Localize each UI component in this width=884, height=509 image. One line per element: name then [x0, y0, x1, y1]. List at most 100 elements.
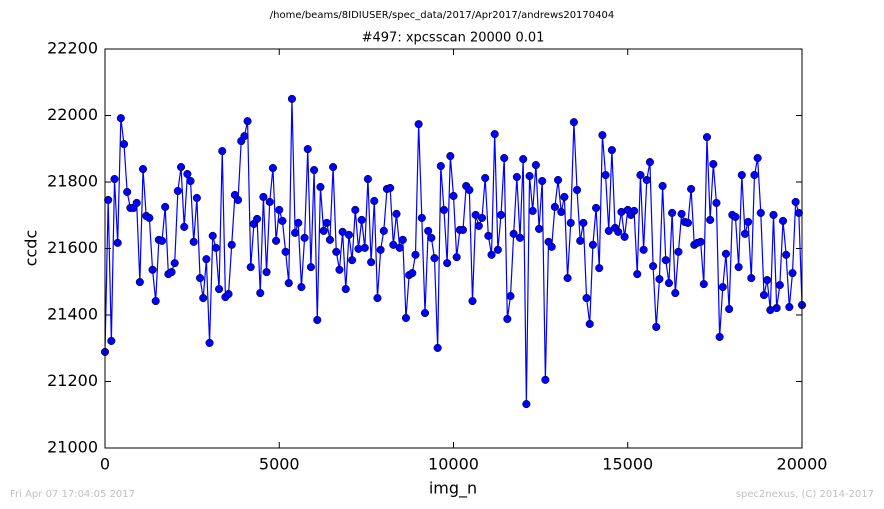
data-point [110, 174, 119, 184]
data-point [192, 193, 201, 203]
data-point [287, 94, 296, 103]
data-point [709, 159, 718, 169]
data-point [458, 225, 468, 234]
data-point [116, 114, 125, 123]
data-point [465, 185, 474, 195]
data-point [579, 218, 588, 227]
y-tick-label: 21000 [47, 438, 98, 457]
data-point [145, 213, 154, 222]
data-point [234, 195, 243, 205]
data-point [306, 263, 315, 272]
data-point [639, 245, 648, 254]
data-point [785, 302, 794, 312]
data-point [547, 242, 556, 251]
data-point [750, 170, 759, 180]
data-point [398, 235, 407, 244]
data-point [778, 216, 788, 225]
data-point [512, 172, 521, 182]
data-point [474, 221, 483, 230]
data-point [443, 259, 452, 268]
y-tick-label: 21400 [47, 305, 98, 324]
data-point [176, 162, 186, 172]
data-point [661, 256, 670, 265]
data-point [481, 173, 490, 183]
y-tick-label: 22000 [47, 105, 98, 124]
data-point [620, 232, 629, 241]
data-point [240, 132, 249, 141]
data-point [208, 231, 217, 240]
data-point [379, 226, 388, 235]
data-point [633, 270, 642, 279]
data-point [706, 215, 715, 224]
data-point [316, 182, 325, 192]
y-tick-label: 22200 [47, 39, 98, 58]
data-point [161, 202, 170, 211]
data-point [370, 196, 379, 206]
data-point [157, 236, 167, 245]
data-point [151, 296, 160, 306]
data-point [376, 245, 385, 254]
data-point [528, 206, 537, 215]
data-point [490, 130, 499, 139]
data-point [677, 209, 686, 218]
data-point [186, 176, 195, 186]
data-point [329, 162, 338, 172]
data-point [199, 293, 208, 303]
data-point [734, 263, 743, 272]
data-point [259, 192, 268, 202]
data-point [275, 205, 284, 214]
data-point [113, 238, 122, 247]
data-point [215, 285, 224, 294]
data-point [636, 170, 645, 180]
data-point [747, 274, 756, 283]
chart-subtitle: #497: xpcsscan 20000 0.01 [362, 31, 545, 46]
y-tick-label: 21800 [47, 172, 98, 191]
data-point [202, 255, 211, 264]
data-point [731, 212, 740, 221]
data-point [272, 236, 281, 245]
data-point [509, 229, 518, 238]
data-point [436, 161, 445, 171]
y-tick-label: 21200 [47, 371, 98, 390]
chart-title: /home/beams/8IDIUSER/spec_data/2017/Apr2… [270, 10, 614, 21]
data-point [310, 165, 319, 175]
data-point [687, 184, 696, 194]
data-point [531, 160, 540, 170]
data-point [572, 185, 582, 195]
data-point [712, 198, 721, 207]
data-point [674, 247, 683, 256]
data-point [484, 231, 493, 240]
data-point [759, 291, 769, 300]
data-point [281, 247, 290, 256]
data-point [420, 308, 430, 318]
data-point [205, 338, 214, 347]
data-point [357, 215, 366, 224]
data-point [725, 304, 734, 314]
data-point [332, 247, 341, 256]
data-point [696, 237, 705, 246]
data-point [135, 278, 144, 287]
data-point [341, 285, 350, 294]
data-point [408, 269, 417, 278]
data-point [294, 218, 303, 227]
data-point [582, 293, 591, 303]
data-point [173, 186, 182, 196]
data-point [607, 146, 616, 155]
data-point [430, 254, 439, 263]
plot-frame [104, 48, 803, 449]
data-point [439, 205, 449, 214]
data-point [763, 276, 772, 285]
data-point [297, 283, 306, 292]
data-point [563, 274, 572, 283]
data-point [550, 202, 559, 211]
data-point [522, 400, 531, 409]
data-point [515, 233, 525, 242]
x-axis-label: img_n [429, 479, 477, 499]
data-point [452, 253, 461, 262]
data-point [335, 265, 344, 274]
data-point [566, 218, 575, 227]
data-point [585, 319, 594, 329]
data-point [737, 170, 746, 180]
data-point [588, 240, 597, 249]
